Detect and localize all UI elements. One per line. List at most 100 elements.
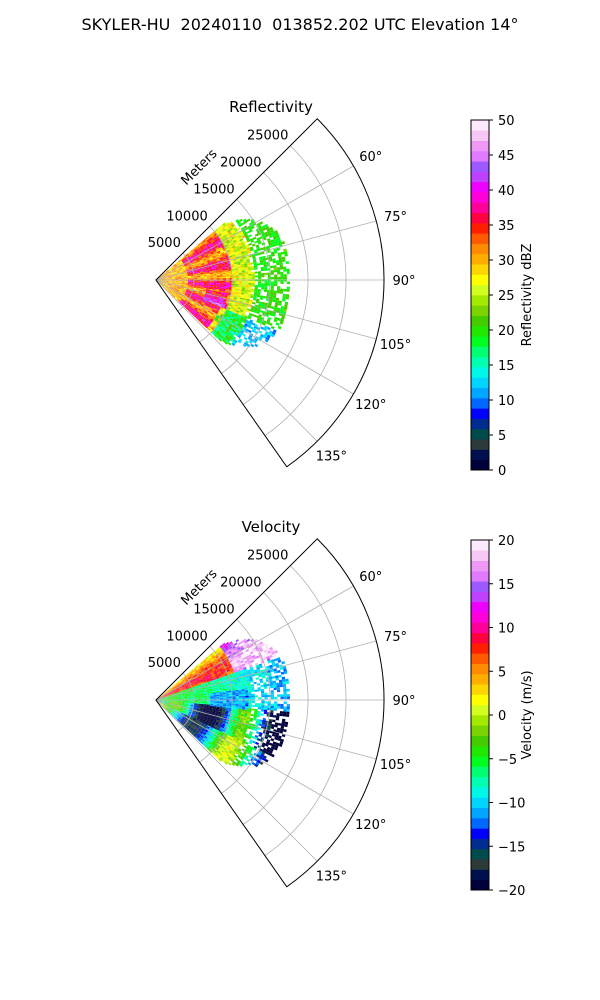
field-cell <box>205 301 209 305</box>
field-cell <box>245 733 249 737</box>
field-cell <box>227 671 231 674</box>
field-cell <box>167 290 171 293</box>
field-cell <box>180 257 184 260</box>
field-cell <box>263 682 267 685</box>
field-cell <box>204 714 209 717</box>
field-cell <box>214 317 218 321</box>
field-cell <box>221 238 226 242</box>
field-cell <box>190 691 194 694</box>
field-cell <box>171 701 176 703</box>
field-cell <box>208 315 212 319</box>
field-cell <box>251 693 255 696</box>
field-cell <box>194 670 199 673</box>
field-cell <box>200 698 204 700</box>
field-cell <box>256 650 261 654</box>
field-cell <box>170 271 174 274</box>
field-cell <box>171 687 175 690</box>
field-cell <box>243 681 248 685</box>
field-cell <box>272 715 277 718</box>
field-cell <box>173 692 178 694</box>
field-cell <box>197 277 201 279</box>
field-cell <box>242 326 247 330</box>
field-cell <box>240 241 245 245</box>
field-cell <box>193 668 197 672</box>
field-cell <box>222 328 226 332</box>
field-cell <box>203 296 208 300</box>
field-cell <box>181 303 185 306</box>
field-cell <box>244 709 249 712</box>
field-cell <box>184 293 188 296</box>
field-cell <box>190 271 194 274</box>
field-cell <box>200 320 204 324</box>
field-cell <box>181 259 185 262</box>
field-cell <box>230 249 234 253</box>
field-cell <box>209 274 214 276</box>
field-cell <box>185 685 189 688</box>
field-cell <box>243 714 248 718</box>
field-cell <box>165 281 169 283</box>
field-cell <box>209 324 213 328</box>
field-cell <box>172 689 176 692</box>
field-cell <box>216 669 220 673</box>
field-cell <box>222 287 226 289</box>
field-cell <box>223 258 227 261</box>
field-cell <box>184 702 188 703</box>
field-cell <box>166 270 170 273</box>
field-cell <box>250 262 254 265</box>
field-cell <box>169 689 172 692</box>
field-cell <box>199 718 204 721</box>
field-cell <box>244 270 249 273</box>
field-cell <box>231 688 236 691</box>
field-cell <box>193 704 198 707</box>
field-cell <box>191 698 195 700</box>
field-cell <box>220 250 224 254</box>
field-cell <box>185 259 189 262</box>
field-cell <box>170 272 174 274</box>
field-cell <box>269 226 274 231</box>
field-cell <box>240 260 244 263</box>
field-cell <box>245 274 249 276</box>
field-cell <box>218 338 222 342</box>
field-cell <box>165 288 169 291</box>
field-cell <box>186 287 191 289</box>
field-cell <box>219 698 224 700</box>
field-cell <box>207 281 211 283</box>
field-cell <box>196 688 200 691</box>
field-cell <box>192 267 196 270</box>
field-cell <box>186 675 190 678</box>
field-cell <box>212 668 216 672</box>
field-cell <box>200 260 204 263</box>
field-cell <box>228 302 233 306</box>
field-cell <box>203 322 207 326</box>
field-cell <box>200 717 204 720</box>
field-cell <box>161 696 165 698</box>
field-cell <box>250 727 255 731</box>
field-cell <box>237 715 241 718</box>
field-cell <box>245 720 250 724</box>
field-cell <box>190 286 194 288</box>
field-cell <box>248 664 253 668</box>
field-cell <box>194 701 198 703</box>
field-cell <box>191 293 195 296</box>
field-cell <box>207 296 211 299</box>
field-cell <box>161 282 165 284</box>
field-cell <box>245 677 250 680</box>
field-cell <box>244 289 249 292</box>
field-cell <box>183 692 188 694</box>
field-cell <box>209 691 214 694</box>
field-cell <box>161 702 165 704</box>
field-cell <box>170 691 174 694</box>
field-cell <box>268 298 273 302</box>
field-cell <box>213 285 217 287</box>
field-cell <box>245 697 249 700</box>
field-cell <box>269 712 274 716</box>
field-cell <box>243 325 247 329</box>
field-cell <box>219 280 224 283</box>
field-cell <box>178 281 182 283</box>
field-cell <box>176 287 180 290</box>
field-cell <box>206 251 211 255</box>
field-cell <box>164 694 168 697</box>
field-cell <box>276 727 281 731</box>
field-cell <box>248 321 253 325</box>
field-cell <box>232 273 236 276</box>
